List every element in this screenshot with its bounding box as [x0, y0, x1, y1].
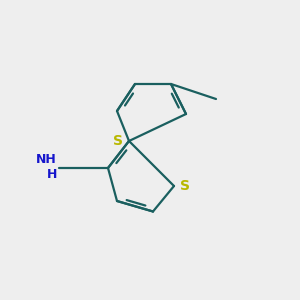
Text: S: S [112, 134, 123, 148]
Text: H: H [46, 167, 57, 181]
Text: S: S [180, 179, 190, 193]
Text: NH: NH [36, 153, 57, 166]
